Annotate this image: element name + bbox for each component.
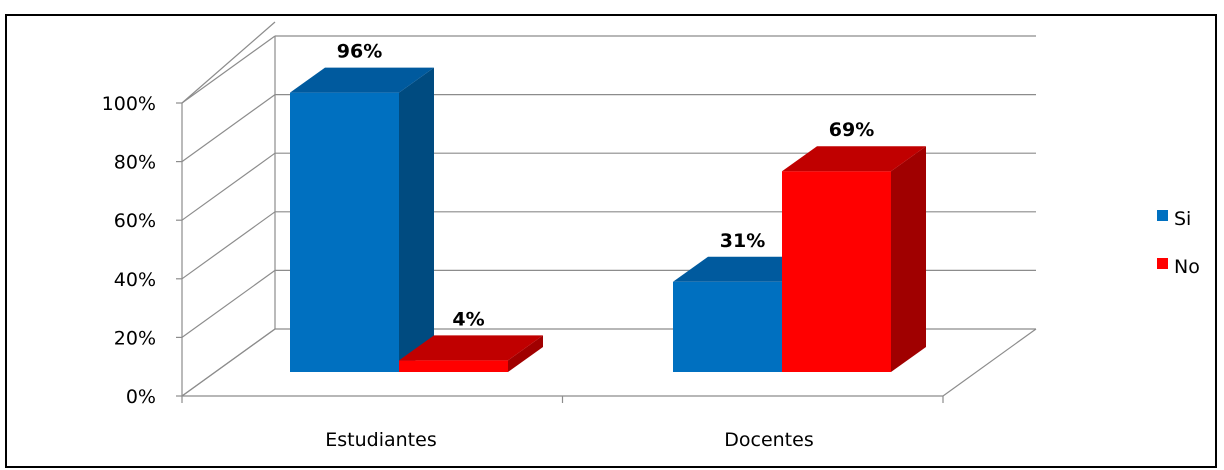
data-label-si-docentes: 31% (720, 230, 765, 252)
bar-top-no-estudiantes (399, 335, 543, 361)
x-axis-category-labels: Estudiantes Docentes (325, 429, 813, 451)
category-label-estudiantes: Estudiantes (325, 429, 436, 451)
y-axis-tick-labels: 0% 20% 40% 60% 80% 100% (102, 93, 156, 408)
bars (290, 67, 926, 372)
gridline-side (181, 35, 276, 104)
data-label-si-estudiantes: 96% (337, 41, 382, 63)
gridline-side (181, 328, 276, 397)
y-tick-label: 20% (114, 327, 156, 349)
category-label-docentes: Docentes (724, 429, 813, 451)
bar-side-no-estudiantes (508, 335, 543, 372)
data-label-no-estudiantes: 4% (452, 308, 484, 330)
gridline-side (181, 269, 276, 338)
bar-side-no-docentes (891, 146, 926, 372)
floor-right-edge (942, 328, 1037, 397)
bar-front-si-estudiantes (290, 92, 399, 372)
data-label-no-docentes: 69% (829, 119, 874, 141)
y-tick-label: 40% (114, 269, 156, 291)
bar-front-no-estudiantes (399, 360, 508, 372)
data-labels: 96% 4% 31% 69% (337, 41, 874, 331)
bar-side-si-estudiantes (399, 67, 434, 372)
y-tick-label: 100% (102, 93, 156, 115)
y-tick-label: 80% (114, 152, 156, 174)
legend-label-no: No (1174, 256, 1200, 278)
y-tick-label: 0% (126, 386, 156, 408)
y-tick-label: 60% (114, 210, 156, 232)
chart-axes (176, 102, 944, 403)
gridline-side (181, 152, 276, 221)
bar-top-no-docentes (782, 146, 926, 172)
legend-label-si: Si (1174, 208, 1191, 230)
bar-top-si-docentes (673, 256, 817, 282)
legend-swatch-no (1157, 258, 1168, 269)
legend-swatch-si (1157, 210, 1168, 221)
gridline-side (181, 211, 276, 280)
bar-front-si-docentes (673, 281, 782, 372)
legend: Si No (1157, 208, 1200, 278)
bar-front-no-docentes (782, 171, 891, 372)
bar-top-si-estudiantes (290, 67, 434, 93)
gridline-side (181, 94, 276, 163)
wall-top-edge (181, 21, 276, 104)
chart-frame (5, 14, 1217, 468)
